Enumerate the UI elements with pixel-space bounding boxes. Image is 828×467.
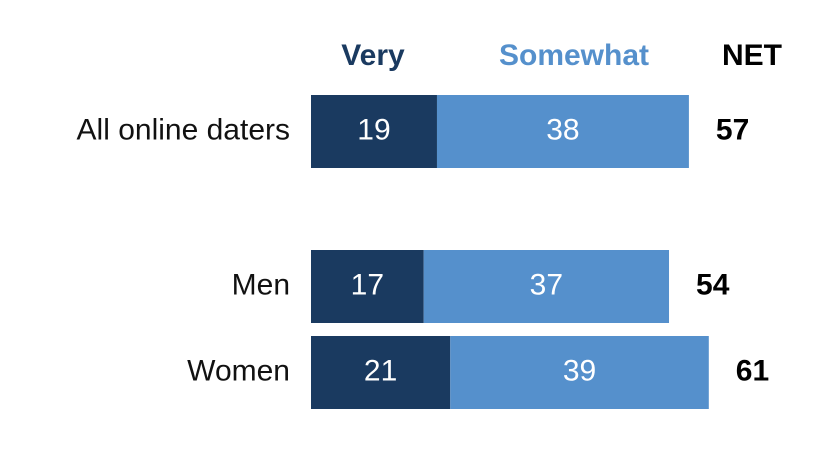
net-header: NET <box>722 39 782 72</box>
bar-segment <box>423 250 670 323</box>
bar-segment <box>311 250 424 323</box>
category-label: Men <box>232 268 290 301</box>
bar-segment <box>450 336 709 409</box>
net-label: 57 <box>716 113 749 146</box>
net-label: 61 <box>736 354 769 387</box>
value-label: 37 <box>530 268 563 301</box>
value-label: 17 <box>351 268 384 301</box>
bar-segment <box>311 336 451 409</box>
legend-label: Very <box>341 39 405 72</box>
value-label: 19 <box>357 113 390 146</box>
legend-label: Somewhat <box>499 39 649 72</box>
bar-segment <box>311 95 437 168</box>
value-label: 21 <box>364 354 397 387</box>
net-label: 54 <box>696 268 730 301</box>
value-label: 39 <box>563 354 596 387</box>
category-label: Women <box>187 354 290 387</box>
category-label: All online daters <box>77 113 290 146</box>
value-label: 38 <box>546 113 579 146</box>
bar-segment <box>436 95 689 168</box>
